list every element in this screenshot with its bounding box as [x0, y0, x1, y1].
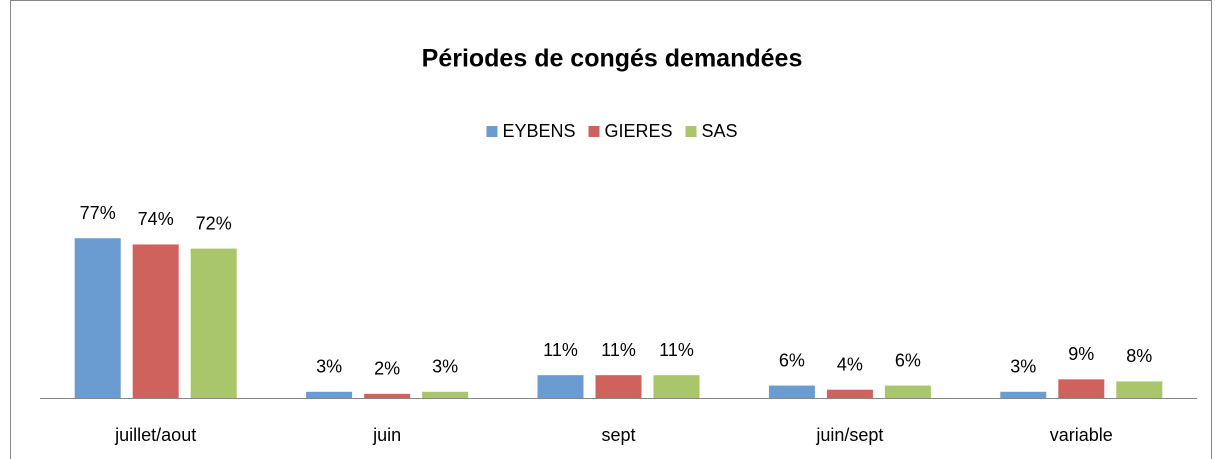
- data-label: 72%: [196, 213, 232, 233]
- data-label: 11%: [659, 340, 694, 360]
- bar: [1058, 379, 1105, 398]
- legend-swatch: [685, 126, 697, 137]
- legend-swatch: [486, 126, 498, 137]
- bar: [537, 375, 584, 398]
- data-label: 3%: [1010, 357, 1036, 377]
- data-label: 74%: [138, 209, 174, 229]
- data-label: 77%: [80, 203, 116, 223]
- x-tick-label: juillet/aout: [114, 425, 196, 445]
- bar: [74, 238, 121, 398]
- legend-label: SAS: [702, 121, 738, 141]
- data-label: 2%: [374, 359, 400, 379]
- data-label: 8%: [1126, 346, 1152, 366]
- bar: [190, 248, 237, 398]
- x-tick-label: juin/sept: [815, 425, 883, 445]
- chart-title: Périodes de congés demandées: [422, 45, 803, 73]
- data-label: 3%: [316, 357, 342, 377]
- legend-label: GIERES: [604, 121, 672, 141]
- x-tick-label: sept: [601, 425, 635, 445]
- x-tick-label: variable: [1050, 425, 1113, 445]
- data-label: 6%: [895, 350, 921, 370]
- bar: [884, 385, 931, 398]
- bar: [826, 389, 873, 398]
- bar: [595, 375, 642, 398]
- legend-swatch: [588, 126, 600, 137]
- bar: [768, 385, 815, 398]
- data-label: 11%: [543, 340, 578, 360]
- bar: [1116, 381, 1163, 398]
- bar: [306, 391, 353, 398]
- data-label: 4%: [837, 354, 863, 374]
- x-tick-label: juin: [372, 425, 401, 445]
- data-label: 3%: [432, 357, 458, 377]
- data-label: 9%: [1068, 344, 1094, 364]
- bar: [1000, 391, 1047, 398]
- data-label: 11%: [601, 340, 636, 360]
- bar: [422, 391, 469, 398]
- legend-label: EYBENS: [502, 121, 575, 141]
- data-label: 6%: [779, 350, 805, 370]
- bar: [364, 393, 411, 398]
- bar: [653, 375, 700, 398]
- bar: [132, 244, 179, 398]
